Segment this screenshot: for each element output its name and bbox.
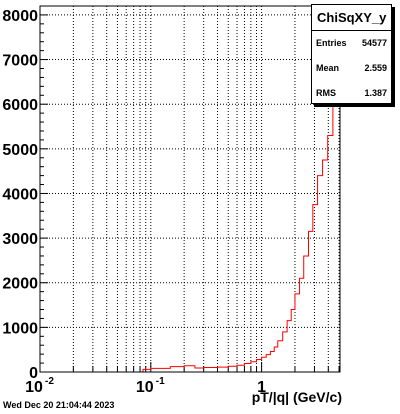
y-tick-label: 8000 [2, 8, 38, 25]
stats-value: 54577 [361, 38, 387, 48]
x-tick-label: 1 [257, 379, 266, 396]
y-tick-label: 1000 [2, 320, 38, 337]
x-tick-exponent: -2 [45, 376, 54, 387]
x-axis-label: pT/|q| (GeV/c) [251, 389, 342, 405]
y-tick-label: 3000 [2, 231, 38, 248]
stats-row-rms: RMS 1.387 [312, 81, 391, 106]
y-tick-label: 5000 [2, 142, 38, 159]
stats-row-mean: Mean 2.559 [312, 56, 391, 81]
y-tick-label: 0 [29, 365, 38, 382]
y-tick-label: 2000 [2, 276, 38, 293]
y-tick-label: 7000 [2, 53, 38, 70]
x-tick-exponent: -1 [156, 376, 165, 387]
x-tick-label: 10 [25, 379, 43, 396]
plot-area [40, 6, 340, 372]
y-tick-label: 6000 [2, 97, 38, 114]
timestamp: Wed Dec 20 21:04:44 2023 [3, 400, 115, 410]
plot-frame [39, 5, 341, 373]
stats-value: 1.387 [364, 88, 387, 98]
stats-label: RMS [316, 88, 336, 98]
stats-label: Entries [316, 38, 347, 48]
histogram-line [40, 59, 340, 373]
stats-row-entries: Entries 54577 [312, 31, 391, 56]
stats-label: Mean [316, 63, 340, 73]
y-tick-label: 4000 [2, 186, 38, 203]
stats-title: ChiSqXY_y [312, 5, 391, 31]
stats-box: ChiSqXY_y Entries 54577 Mean 2.559 RMS 1… [311, 4, 392, 104]
x-tick-label: 10 [136, 379, 154, 396]
stats-value: 2.559 [364, 63, 387, 73]
